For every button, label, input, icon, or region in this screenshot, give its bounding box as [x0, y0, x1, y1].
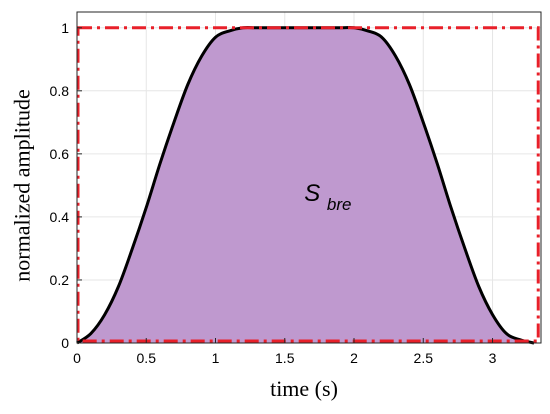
y-tick-label: 0.8: [50, 83, 70, 99]
y-tick-label: 0.4: [50, 209, 70, 225]
plot-frame: [76, 11, 542, 344]
y-tick-label: 0: [61, 335, 69, 351]
window-rectangle: [76, 26, 540, 343]
x-tick-label: 1.5: [275, 350, 295, 366]
annotation-main: S: [304, 180, 320, 207]
annotation-subscript: bre: [327, 195, 352, 214]
x-tick-label: 3: [489, 350, 497, 366]
y-tick-label: 0.6: [50, 146, 70, 162]
x-tick-label: 0.5: [137, 350, 157, 366]
series-line: [76, 26, 535, 345]
x-axis-title: time (s): [270, 376, 338, 401]
series-area-fill: [77, 27, 535, 344]
annotation-label: S bre: [304, 180, 351, 214]
x-tick-label: 0: [73, 350, 81, 366]
y-axis-title: normalized amplitude: [10, 89, 35, 281]
x-tick-label: 2.5: [414, 350, 434, 366]
y-tick-label: 0.2: [50, 272, 70, 288]
y-axis-ticks: 0 0.2 0.4 0.6 0.8 1: [50, 20, 82, 351]
x-tick-label: 2: [350, 350, 358, 366]
x-axis-ticks: 0 0.5 1 1.5 2 2.5 3: [73, 338, 497, 366]
x-tick-label: 1: [212, 350, 220, 366]
y-tick-label: 1: [61, 20, 69, 36]
